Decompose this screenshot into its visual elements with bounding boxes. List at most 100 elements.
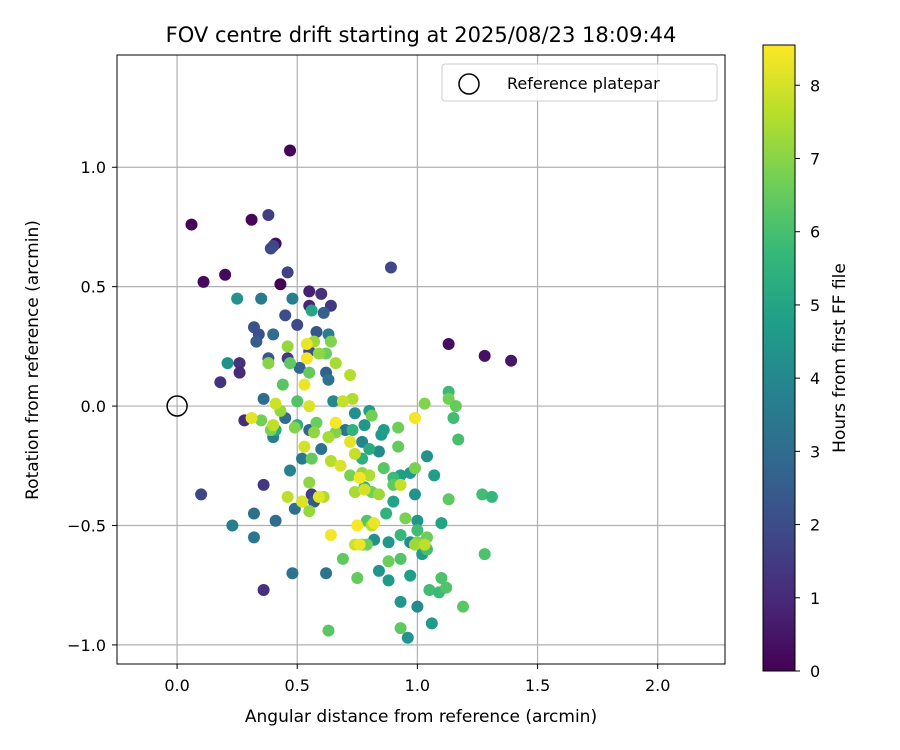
x-tick-label: 0.0 <box>164 676 189 695</box>
data-point <box>418 397 431 410</box>
y-tick-label: 0.5 <box>81 278 106 297</box>
colorbar-tick-label: 8 <box>810 76 820 95</box>
data-point <box>449 400 462 413</box>
data-point <box>315 287 328 300</box>
data-point <box>322 431 335 444</box>
data-point <box>305 304 318 317</box>
colorbar-tick-label: 0 <box>810 662 820 681</box>
data-point <box>324 455 337 467</box>
data-point <box>348 407 361 420</box>
data-point <box>476 488 489 501</box>
data-point <box>358 419 371 432</box>
y-tick-label: 0.0 <box>81 397 106 416</box>
data-point <box>262 209 275 222</box>
colorbar-label: Hours from first FF file <box>830 263 850 453</box>
colorbar-ticks: 0 1 2 3 4 5 6 7 8 <box>795 76 820 681</box>
data-point <box>411 524 424 537</box>
legend-label: Reference platepar <box>507 74 660 93</box>
data-point <box>315 443 328 456</box>
colorbar-tick-label: 5 <box>810 296 820 315</box>
data-point <box>303 476 316 489</box>
data-point <box>408 538 421 551</box>
data-point <box>255 292 268 305</box>
data-point <box>221 357 234 370</box>
colorbar-tick-label: 7 <box>810 149 820 168</box>
data-point <box>408 488 421 501</box>
data-point <box>384 261 397 274</box>
data-point <box>348 447 361 460</box>
data-point <box>245 213 258 226</box>
colorbar-tick-label: 2 <box>810 516 820 535</box>
y-axis-label: Rotation from reference (arcmin) <box>23 220 43 500</box>
y-tick-label: 1.0 <box>81 158 106 177</box>
data-point <box>185 218 198 231</box>
data-point <box>312 490 325 503</box>
data-point <box>324 335 337 348</box>
data-point <box>264 242 277 255</box>
data-point <box>334 459 347 472</box>
data-point <box>281 490 294 503</box>
data-point <box>377 462 390 475</box>
data-point <box>348 486 361 499</box>
data-point <box>351 572 364 585</box>
data-point <box>418 538 431 551</box>
data-point <box>368 517 381 530</box>
data-point <box>329 416 342 429</box>
data-point <box>291 395 304 408</box>
x-tick-label: 0.5 <box>285 676 310 695</box>
data-point <box>363 469 376 482</box>
data-point <box>233 366 246 379</box>
data-point <box>284 464 297 477</box>
data-points <box>185 144 518 644</box>
data-point <box>231 292 244 305</box>
data-point <box>394 552 407 565</box>
data-point <box>329 357 342 370</box>
data-point <box>247 507 260 520</box>
reference-platepar-marker <box>166 395 188 417</box>
data-point <box>365 409 378 422</box>
data-point <box>296 495 309 508</box>
legend-marker-icon <box>458 73 480 95</box>
data-point <box>425 617 438 630</box>
data-point <box>308 426 321 439</box>
colorbar-tick-label: 1 <box>810 589 820 608</box>
data-point <box>279 309 292 322</box>
data-point <box>380 507 393 520</box>
data-point <box>300 352 313 365</box>
data-point <box>351 519 364 532</box>
data-point <box>322 373 335 386</box>
data-point <box>286 567 299 580</box>
colorbar-tick-label: 4 <box>810 369 820 388</box>
data-point <box>344 435 357 448</box>
data-point <box>293 361 306 374</box>
data-point <box>195 488 208 501</box>
data-point <box>382 536 395 549</box>
data-point <box>322 624 335 637</box>
data-point <box>411 600 424 613</box>
data-point <box>267 328 280 341</box>
data-point <box>336 395 349 408</box>
data-point <box>399 512 412 525</box>
data-point <box>303 366 316 379</box>
data-point <box>310 326 323 339</box>
data-point <box>317 306 330 319</box>
data-point <box>336 552 349 565</box>
data-point <box>255 414 268 427</box>
data-point <box>247 531 260 544</box>
data-point <box>214 376 227 389</box>
data-point <box>286 292 299 305</box>
data-point <box>257 583 270 596</box>
data-point <box>408 462 421 475</box>
data-point <box>428 469 441 482</box>
data-point <box>250 335 263 348</box>
data-point <box>245 412 258 425</box>
data-point <box>394 595 407 608</box>
colorbar-tick-label: 3 <box>810 442 820 461</box>
colorbar <box>762 44 796 672</box>
x-axis-label: Angular distance from reference (arcmin) <box>245 707 597 727</box>
data-point <box>269 397 282 410</box>
data-point <box>327 395 340 408</box>
data-point <box>353 538 366 551</box>
data-point <box>303 505 316 518</box>
